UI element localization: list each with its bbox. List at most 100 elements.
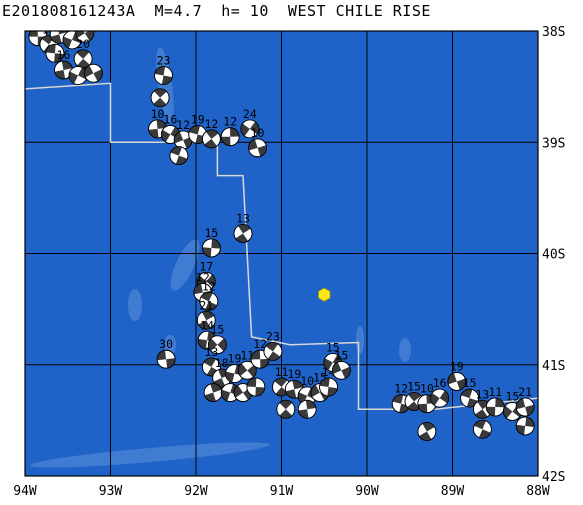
axis-labels: 94W 93W 92W 91W 90W 89W 88W 38S 39S 40S 41S 42S — [13, 25, 565, 499]
focal-mechanism: 21 — [515, 385, 535, 417]
depth-label: 15 — [463, 376, 477, 390]
beachball-outline — [515, 397, 535, 417]
beachball-compression — [50, 31, 68, 44]
lat-tick-label: 39S — [542, 136, 565, 151]
depth-label: 11 — [275, 365, 289, 379]
focal-mechanism: 15 — [201, 226, 221, 258]
focal-mechanism: 21 — [196, 298, 216, 330]
depth-label: 19 — [228, 352, 242, 366]
focal-mechanism — [68, 66, 88, 85]
focal-mechanism — [417, 422, 437, 441]
beachball-compression — [84, 65, 103, 82]
depth-label: 15 — [407, 379, 421, 393]
beachball-compression — [69, 67, 88, 84]
beachball-compression — [198, 331, 217, 350]
beachball-outline — [263, 341, 283, 361]
focal-mechanism: 16 — [54, 48, 73, 80]
plate-boundary — [25, 82, 538, 410]
depth-label: 15 — [210, 323, 224, 337]
beachball-compression — [240, 121, 259, 137]
focal-mechanism: 10 — [248, 126, 267, 158]
beachball-compression — [248, 139, 267, 157]
depth-label: 23 — [157, 54, 171, 68]
beachball-outline — [201, 129, 221, 149]
beachball-compression — [486, 398, 505, 416]
beachball-compression — [274, 377, 289, 397]
beachball-compression — [392, 394, 410, 413]
beachball-outline — [201, 357, 221, 377]
beachball-outline — [319, 377, 338, 397]
beachball-compression — [238, 363, 257, 378]
beachball-compression — [235, 224, 251, 243]
beachball-outline — [237, 360, 257, 380]
lon-tick-label: 89W — [441, 484, 465, 499]
focal-mechanism: 19 — [225, 352, 244, 384]
depth-label: 12 — [223, 115, 237, 129]
depth-label: 10 — [151, 107, 165, 121]
depth-label: 15 — [334, 348, 348, 362]
beachball-outline — [220, 127, 240, 147]
focal-mechanism: 23 — [154, 54, 173, 85]
depth-label: 15 — [42, 22, 56, 36]
map-title: E201808161243A M=4.7 h= 10 WEST CHILE RI… — [2, 2, 431, 20]
depth-label: 15 — [65, 18, 79, 32]
beachball-outline — [276, 399, 296, 419]
depth-label: 19 — [450, 359, 464, 373]
lon-tick-label: 94W — [13, 484, 37, 499]
beachball-compression — [154, 66, 173, 85]
beachball-compression — [251, 350, 270, 369]
depth-label: 12 — [202, 279, 216, 293]
beachball-compression — [516, 417, 535, 435]
beachball-compression — [419, 422, 435, 441]
depth-label: 21 — [199, 298, 213, 312]
beachball-outline — [196, 310, 216, 330]
focal-mechanism: 10 — [148, 107, 167, 139]
beachball-outline — [460, 388, 480, 408]
focal-mechanism: 10 — [417, 382, 437, 414]
beachball-outline — [331, 360, 351, 380]
focal-mechanism — [45, 43, 65, 63]
depth-label: 16 — [163, 112, 177, 126]
beachball-compression — [170, 146, 188, 165]
focal-mechanism: 23 — [263, 329, 283, 361]
focal-mechanism: 24 — [240, 107, 260, 139]
beachball-outline — [417, 422, 437, 441]
beachball-compression — [221, 127, 240, 146]
beachball-outline — [45, 43, 65, 63]
focal-mechanism: 11 — [237, 348, 257, 380]
ridge-patch — [128, 289, 142, 321]
lat-tick-label: 42S — [542, 470, 565, 485]
beachball-compression — [474, 420, 491, 439]
depth-label: 12 — [204, 117, 218, 131]
beachball-compression — [208, 338, 227, 352]
depth-label: 15 — [505, 389, 519, 403]
beachball-compression — [200, 292, 217, 311]
beachball-outline — [84, 63, 103, 83]
depth-label: 32 — [31, 15, 45, 29]
focal-mechanism: 16 — [430, 376, 450, 408]
depth-label: 30 — [159, 337, 173, 351]
ridge-patch — [156, 47, 174, 123]
depth-label: 16 — [57, 48, 71, 62]
focal-mechanism: 12 — [199, 279, 219, 311]
beachball-compression — [148, 119, 167, 138]
beachball-compression — [202, 239, 221, 257]
ridge-patch — [399, 338, 411, 362]
lon-tick-label: 90W — [355, 484, 379, 499]
beachball-outline — [248, 138, 267, 158]
beachball-compression — [46, 44, 64, 63]
focal-mechanism — [473, 419, 492, 439]
beachball-compression — [323, 354, 342, 371]
beachball-compression — [265, 342, 281, 361]
focal-mechanism: 15 — [207, 323, 227, 355]
beachball-outline — [515, 416, 535, 436]
focal-mechanism: 15 — [460, 376, 480, 408]
beachball-compression — [204, 383, 222, 402]
beachball-outline — [297, 399, 317, 419]
depth-label: 10 — [300, 374, 314, 388]
depth-label: 13 — [475, 387, 489, 401]
focal-mechanism: 12 — [201, 117, 221, 149]
beachball-outline — [240, 119, 260, 139]
depth-label: 14 — [200, 318, 214, 332]
